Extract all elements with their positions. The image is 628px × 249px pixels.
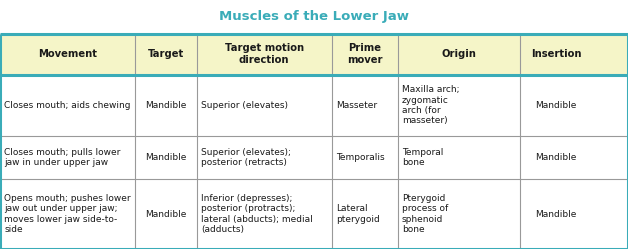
- Text: Superior (elevates);
posterior (retracts): Superior (elevates); posterior (retracts…: [201, 148, 291, 167]
- Text: Lateral
pterygoid: Lateral pterygoid: [336, 204, 380, 224]
- Text: Movement: Movement: [38, 49, 97, 59]
- Text: Origin: Origin: [441, 49, 476, 59]
- Bar: [0, 179, 628, 249]
- Text: Closes mouth; aids chewing: Closes mouth; aids chewing: [4, 101, 131, 110]
- Text: Prime
mover: Prime mover: [347, 43, 382, 65]
- Text: Masseter: Masseter: [336, 101, 377, 110]
- Text: Muscles of the Lower Jaw: Muscles of the Lower Jaw: [219, 10, 409, 23]
- Text: Temporalis: Temporalis: [336, 153, 384, 162]
- Text: Superior (elevates): Superior (elevates): [201, 101, 288, 110]
- Text: Opens mouth; pushes lower
jaw out under upper jaw;
moves lower jaw side-to-
side: Opens mouth; pushes lower jaw out under …: [4, 194, 131, 234]
- Text: Temporal
bone: Temporal bone: [402, 148, 443, 167]
- Bar: [0, 0, 628, 34]
- Text: Mandible: Mandible: [145, 210, 187, 219]
- Text: Target: Target: [148, 49, 184, 59]
- Text: Maxilla arch;
zygomatic
arch (for
masseter): Maxilla arch; zygomatic arch (for masset…: [402, 85, 460, 125]
- Bar: [0, 34, 628, 75]
- Text: Closes mouth; pulls lower
jaw in under upper jaw: Closes mouth; pulls lower jaw in under u…: [4, 148, 121, 167]
- Text: Insertion: Insertion: [531, 49, 582, 59]
- Text: Target motion
direction: Target motion direction: [225, 43, 303, 65]
- Bar: [0, 75, 628, 136]
- Text: Mandible: Mandible: [536, 101, 577, 110]
- Text: Mandible: Mandible: [145, 153, 187, 162]
- Text: Mandible: Mandible: [145, 101, 187, 110]
- Text: Pterygoid
process of
sphenoid
bone: Pterygoid process of sphenoid bone: [402, 194, 448, 234]
- Text: Mandible: Mandible: [536, 153, 577, 162]
- Text: Inferior (depresses);
posterior (protracts);
lateral (abducts); medial
(adducts): Inferior (depresses); posterior (protrac…: [201, 194, 313, 234]
- Bar: [0, 136, 628, 179]
- Text: Mandible: Mandible: [536, 210, 577, 219]
